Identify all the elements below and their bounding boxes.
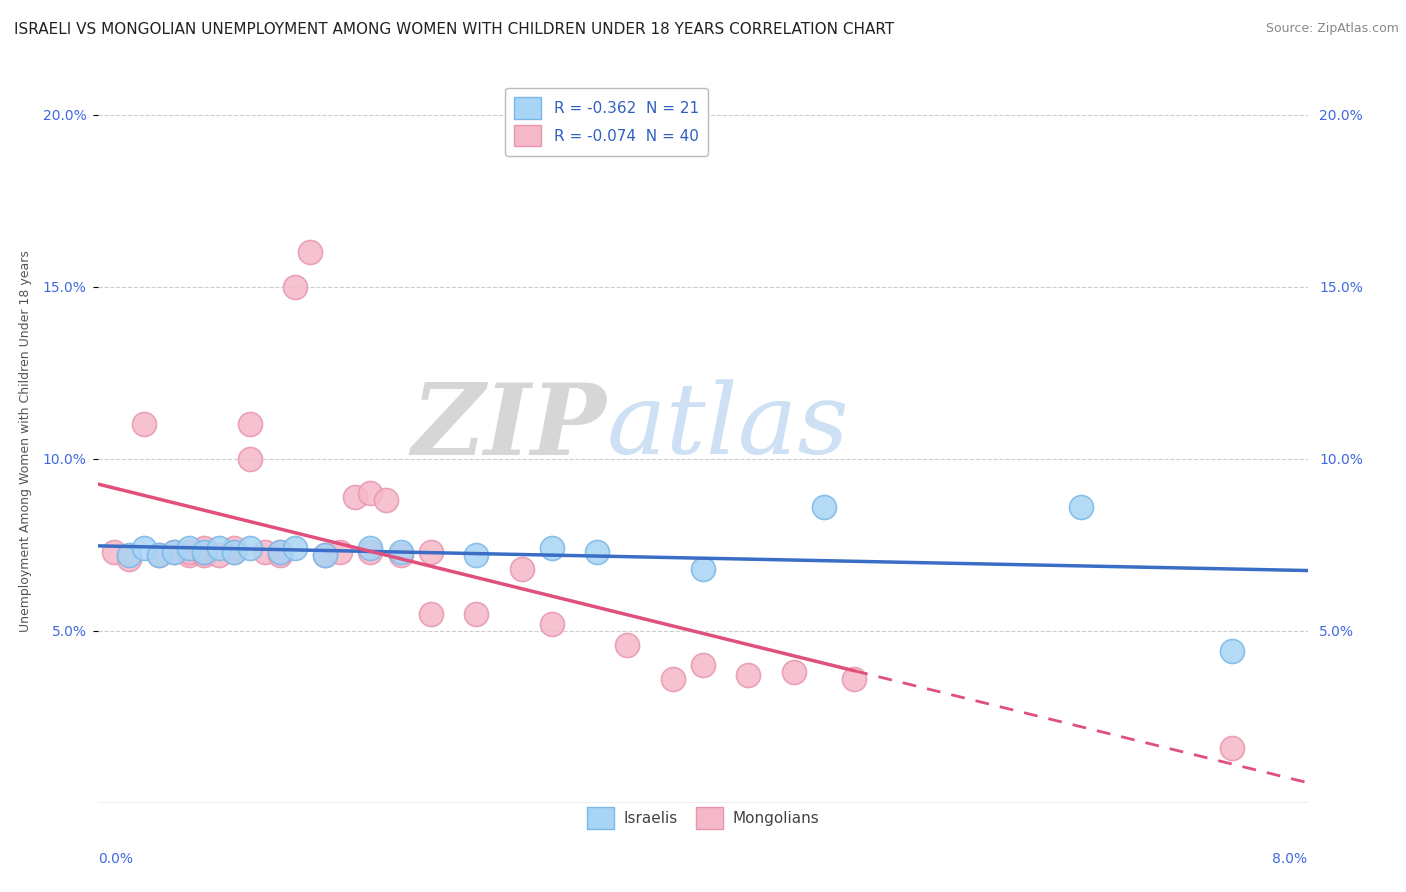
Text: atlas: atlas xyxy=(606,379,849,475)
Legend: Israelis, Mongolians: Israelis, Mongolians xyxy=(581,801,825,835)
Point xyxy=(179,541,201,556)
Point xyxy=(224,544,246,558)
Point xyxy=(193,544,215,558)
Point xyxy=(118,548,141,562)
Text: Source: ZipAtlas.com: Source: ZipAtlas.com xyxy=(1265,22,1399,36)
Point xyxy=(179,544,201,558)
Point xyxy=(510,562,533,576)
Point xyxy=(737,668,759,682)
Point xyxy=(103,544,125,558)
Point xyxy=(616,638,638,652)
Point xyxy=(118,551,141,566)
Point xyxy=(360,486,382,500)
Point xyxy=(208,548,231,562)
Point xyxy=(224,541,246,556)
Point xyxy=(193,544,215,558)
Point xyxy=(360,544,382,558)
Point xyxy=(389,548,412,562)
Point xyxy=(163,544,186,558)
Point xyxy=(132,541,155,556)
Point xyxy=(284,279,307,293)
Point xyxy=(540,616,562,631)
Point xyxy=(314,548,336,562)
Y-axis label: Unemployment Among Women with Children Under 18 years: Unemployment Among Women with Children U… xyxy=(18,251,31,632)
Point xyxy=(420,544,443,558)
Point xyxy=(314,548,336,562)
Point xyxy=(465,548,488,562)
Point xyxy=(661,672,683,686)
Point xyxy=(148,548,170,562)
Point xyxy=(344,490,367,504)
Point xyxy=(420,607,443,621)
Point xyxy=(239,541,262,556)
Point xyxy=(253,544,276,558)
Text: ISRAELI VS MONGOLIAN UNEMPLOYMENT AMONG WOMEN WITH CHILDREN UNDER 18 YEARS CORRE: ISRAELI VS MONGOLIAN UNEMPLOYMENT AMONG … xyxy=(14,22,894,37)
Text: 8.0%: 8.0% xyxy=(1272,852,1308,866)
Point xyxy=(179,548,201,562)
Point xyxy=(586,544,609,558)
Point xyxy=(284,541,307,556)
Point xyxy=(299,245,322,260)
Point xyxy=(692,658,714,673)
Point xyxy=(465,607,488,621)
Point xyxy=(360,541,382,556)
Point xyxy=(163,544,186,558)
Point xyxy=(1220,644,1243,658)
Point xyxy=(540,541,562,556)
Point xyxy=(813,500,835,514)
Point xyxy=(239,417,262,432)
Point xyxy=(239,451,262,466)
Point xyxy=(1220,740,1243,755)
Point xyxy=(224,544,246,558)
Point xyxy=(1070,500,1092,514)
Text: ZIP: ZIP xyxy=(412,379,606,475)
Point xyxy=(374,493,396,508)
Point xyxy=(193,541,215,556)
Point xyxy=(208,541,231,556)
Point xyxy=(269,548,291,562)
Text: 0.0%: 0.0% xyxy=(98,852,134,866)
Point xyxy=(329,544,352,558)
Point xyxy=(269,544,291,558)
Point xyxy=(389,544,412,558)
Point xyxy=(193,544,215,558)
Point xyxy=(132,417,155,432)
Point xyxy=(193,548,215,562)
Point xyxy=(269,544,291,558)
Point xyxy=(783,665,806,679)
Point xyxy=(844,672,866,686)
Point xyxy=(692,562,714,576)
Point xyxy=(148,548,170,562)
